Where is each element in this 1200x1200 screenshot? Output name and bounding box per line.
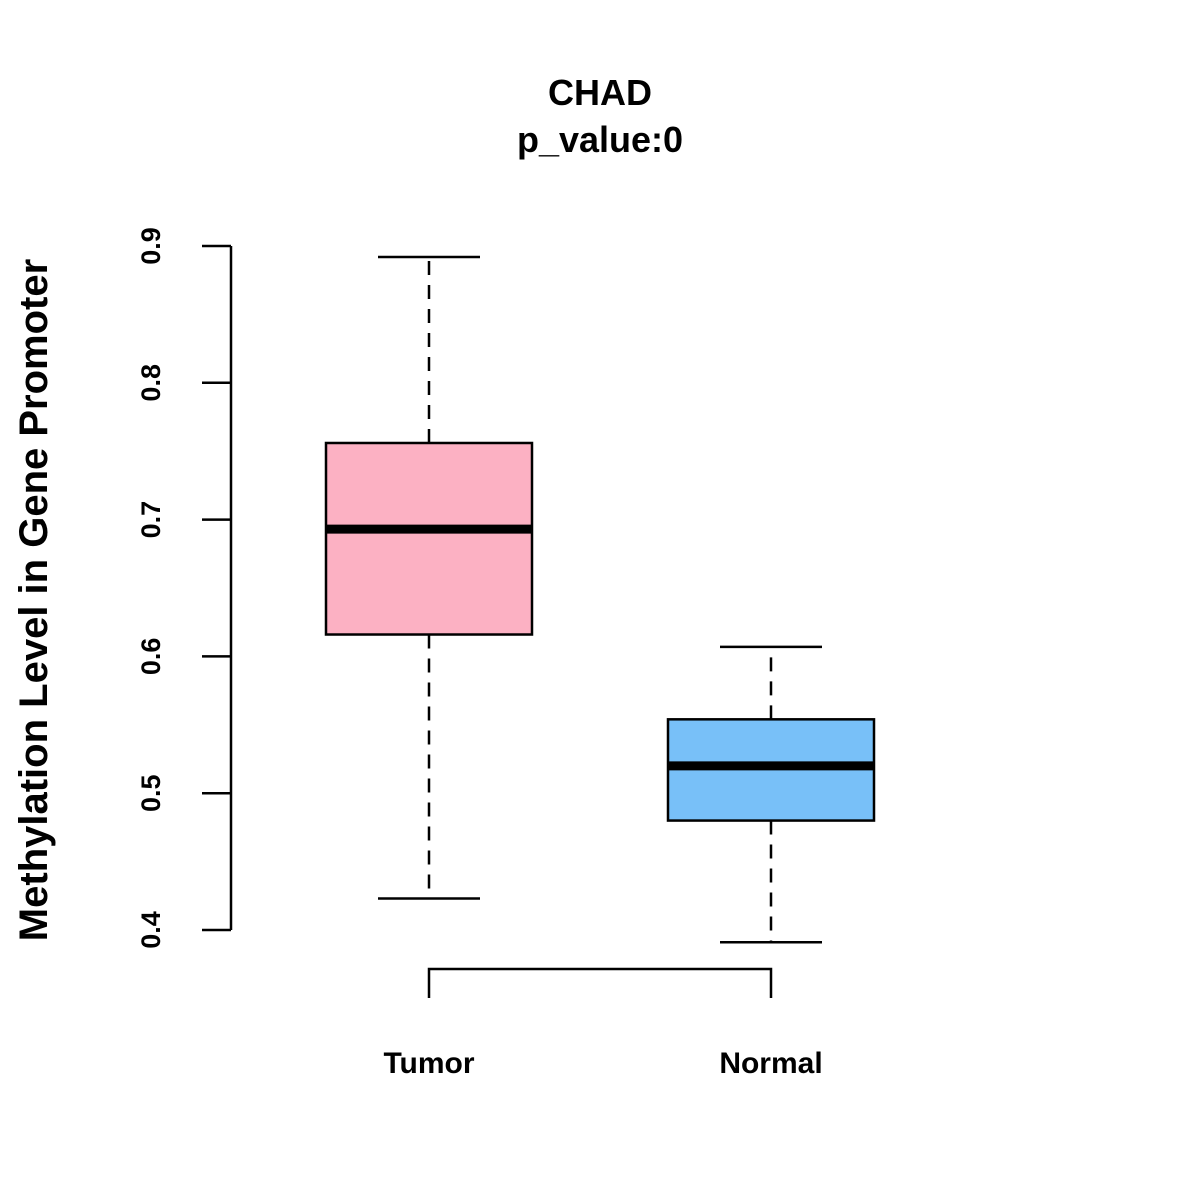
chart-subtitle: p_value:0	[517, 119, 683, 160]
y-tick-label: 0.9	[136, 227, 166, 265]
y-tick-label: 0.6	[136, 638, 166, 676]
box-tumor	[324, 255, 534, 900]
y-tick-label: 0.7	[136, 501, 166, 539]
x-category-labels: Tumor Normal	[383, 1047, 822, 1080]
box-normal	[666, 645, 876, 944]
iqr-box	[324, 441, 534, 636]
chart-title: CHAD	[548, 72, 652, 113]
y-tick-label: 0.4	[136, 911, 166, 949]
y-tick-label: 0.5	[136, 774, 166, 812]
y-tick-label: 0.8	[136, 364, 166, 402]
comparison-bracket	[427, 967, 773, 998]
y-axis: 0.4 0.5 0.6 0.7 0.8 0.9	[136, 227, 233, 949]
category-label-normal: Normal	[719, 1047, 822, 1080]
bracket-line	[427, 967, 773, 998]
boxes-group	[324, 255, 876, 944]
category-label-tumor: Tumor	[383, 1047, 474, 1080]
y-axis-label: Methylation Level in Gene Promoter	[12, 259, 56, 941]
